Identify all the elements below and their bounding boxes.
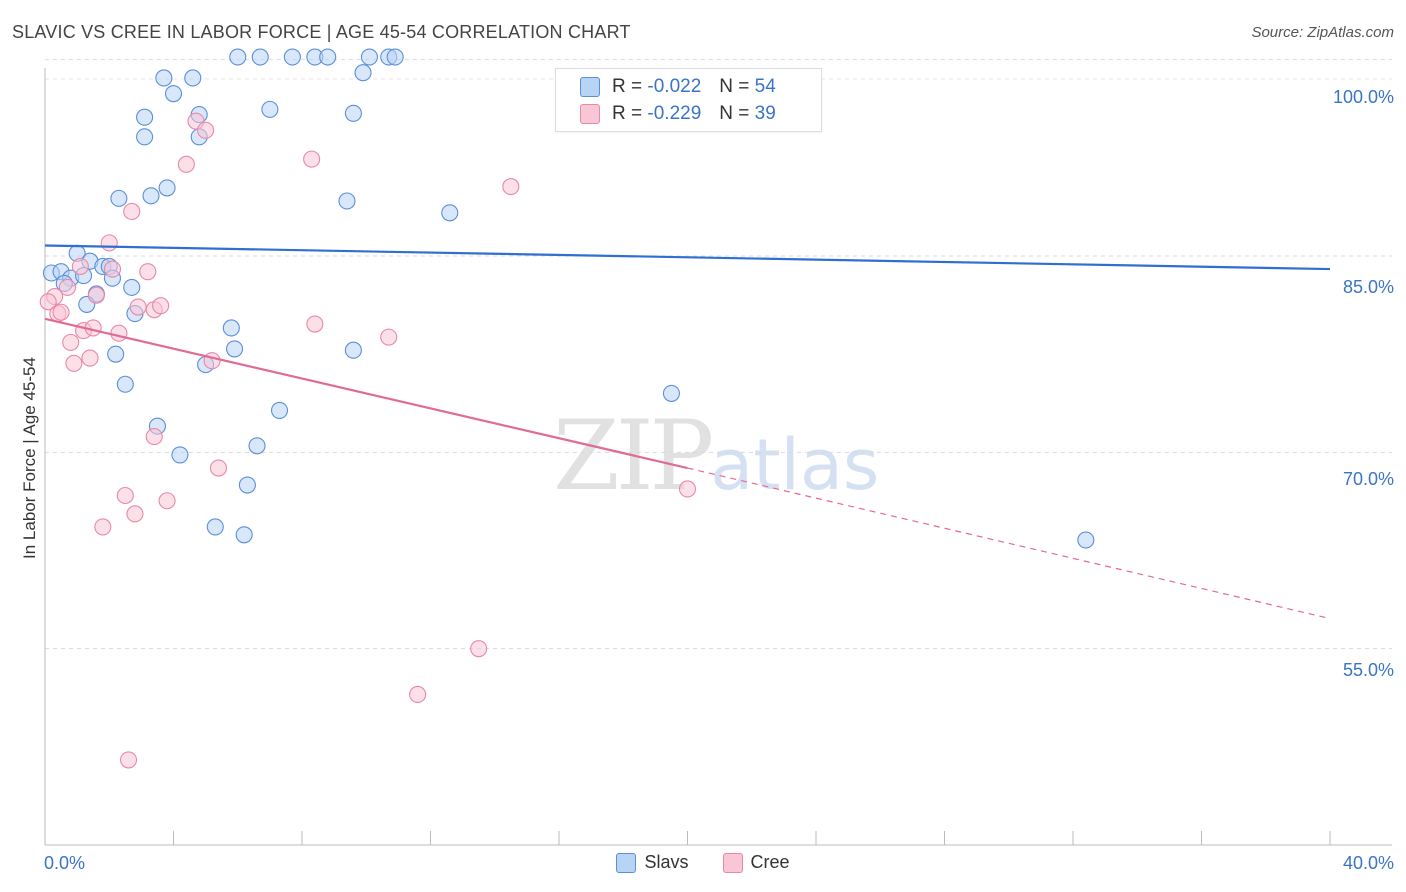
r-label: R = xyxy=(612,103,643,124)
slavs-point xyxy=(261,100,279,118)
series-legend: Slavs Cree xyxy=(0,852,1406,873)
cree-point xyxy=(306,315,324,333)
slavs-point xyxy=(229,48,247,66)
cree-legend-swatch xyxy=(722,852,743,873)
slavs-point xyxy=(441,204,459,222)
cree-point xyxy=(197,121,215,139)
cree-point xyxy=(100,234,118,252)
slavs-point xyxy=(319,48,337,66)
slavs-point xyxy=(206,518,224,536)
cree-point xyxy=(409,685,427,704)
y-tick-label: 85.0% xyxy=(1342,277,1394,297)
slavs-point xyxy=(238,476,256,494)
slavs-point xyxy=(171,446,189,464)
cree-point xyxy=(177,155,195,173)
slavs-point xyxy=(155,69,173,87)
cree-point xyxy=(158,492,176,510)
slavs-point xyxy=(235,526,253,544)
slavs-swatch xyxy=(580,77,600,97)
legend-row-slavs: R = -0.022 N = 54 xyxy=(580,73,776,101)
slavs-point xyxy=(136,128,154,146)
source-label: Source: ZipAtlas.com xyxy=(1251,24,1394,41)
cree-point xyxy=(110,324,128,342)
cree-point xyxy=(71,257,89,275)
slavs-point xyxy=(142,187,160,205)
cree-point xyxy=(81,349,99,367)
cree-point xyxy=(52,303,70,321)
slavs-point xyxy=(270,401,289,419)
cree-point xyxy=(678,480,697,498)
cree-point xyxy=(203,352,221,370)
cree-point xyxy=(58,278,77,296)
slavs-trend-line xyxy=(44,244,1331,271)
r-label: R = xyxy=(612,76,643,97)
cree-point xyxy=(129,298,147,316)
slavs-point xyxy=(158,179,176,197)
cree-point xyxy=(65,354,83,372)
y-tick-label: 70.0% xyxy=(1342,469,1394,489)
cree-point xyxy=(152,297,170,315)
cree-trend-line xyxy=(44,317,688,470)
slavs-point xyxy=(344,341,362,359)
cree-point xyxy=(126,505,144,523)
cree-point xyxy=(94,518,112,536)
slavs-legend-swatch xyxy=(616,852,637,873)
slavs-point xyxy=(116,375,134,393)
slavs-point xyxy=(283,48,301,66)
slavs-point xyxy=(1077,531,1095,549)
slavs-point xyxy=(248,437,266,455)
slavs-point xyxy=(386,48,404,66)
slavs-point xyxy=(136,108,154,126)
slavs-point xyxy=(662,384,680,402)
cree-point xyxy=(123,202,141,221)
slavs-point xyxy=(107,345,125,363)
slavs-n-value: 54 xyxy=(754,76,776,97)
watermark-atlas: atlas xyxy=(710,424,880,506)
slavs-point xyxy=(222,319,240,337)
cree-point xyxy=(139,263,157,281)
legend-item-cree[interactable]: Cree xyxy=(722,852,790,873)
cree-point xyxy=(116,486,134,505)
slavs-legend-label: Slavs xyxy=(644,852,689,872)
y-tick-label: 55.0% xyxy=(1342,660,1394,680)
y-tick-label: 100.0% xyxy=(1332,87,1394,107)
cree-point xyxy=(119,751,138,769)
cree-n-value: 39 xyxy=(754,103,776,124)
cree-point xyxy=(303,150,321,168)
legend-row-cree: R = -0.229 N = 39 xyxy=(580,100,776,128)
slavs-point xyxy=(354,64,372,82)
x-tick-label: 0.0% xyxy=(44,853,86,873)
cree-point xyxy=(62,333,80,351)
cree-point xyxy=(209,459,228,477)
slavs-point xyxy=(225,340,244,358)
cree-point xyxy=(502,178,520,196)
slavs-point xyxy=(184,69,202,87)
cree-r-value: -0.229 xyxy=(647,103,702,124)
cree-point xyxy=(39,293,57,311)
slavs-point xyxy=(251,48,269,66)
cree-trend-line-extension xyxy=(687,467,1331,620)
legend-item-slavs[interactable]: Slavs xyxy=(616,852,689,873)
correlation-legend: R = -0.022 N = 54 R = -0.229 N = 39 xyxy=(555,68,822,132)
slavs-point xyxy=(360,48,379,66)
x-tick-label: 40.0% xyxy=(1342,853,1394,873)
slavs-point xyxy=(110,189,128,207)
cree-swatch xyxy=(580,104,600,124)
cree-point xyxy=(103,260,122,278)
slavs-point xyxy=(344,104,362,122)
cree-point xyxy=(145,428,163,446)
cree-point xyxy=(380,328,398,346)
n-label: N = xyxy=(719,103,750,124)
slavs-point xyxy=(338,192,356,210)
y-axis-label: In Labor Force | Age 45-54 xyxy=(20,357,39,559)
slavs-point xyxy=(123,278,141,296)
cree-point xyxy=(87,286,105,304)
chart-title: SLAVIC VS CREE IN LABOR FORCE | AGE 45-5… xyxy=(12,22,631,42)
n-label: N = xyxy=(719,76,750,97)
slavs-point xyxy=(164,85,183,103)
slavs-r-value: -0.022 xyxy=(647,76,702,97)
cree-legend-label: Cree xyxy=(750,852,790,872)
cree-point xyxy=(470,640,488,658)
